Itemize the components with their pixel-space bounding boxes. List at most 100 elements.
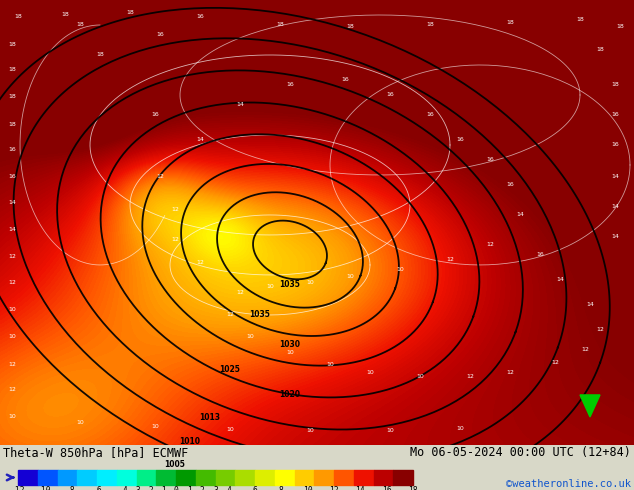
- Text: -2: -2: [145, 486, 155, 490]
- Text: 12: 12: [236, 291, 244, 295]
- Bar: [136, 470, 156, 485]
- Bar: [38, 470, 58, 485]
- Text: 16: 16: [426, 113, 434, 118]
- Text: 16: 16: [341, 77, 349, 82]
- Text: 18: 18: [276, 23, 284, 27]
- Text: 18: 18: [8, 43, 16, 48]
- Text: 16: 16: [456, 138, 464, 143]
- Text: 18: 18: [611, 82, 619, 88]
- Text: 18: 18: [8, 122, 16, 127]
- Text: 16: 16: [156, 32, 164, 38]
- Text: 1005: 1005: [165, 461, 185, 469]
- Text: 18: 18: [616, 24, 624, 29]
- Text: 10: 10: [386, 428, 394, 434]
- Text: 10: 10: [246, 335, 254, 340]
- Text: 14: 14: [8, 227, 16, 232]
- Text: 18: 18: [506, 21, 514, 25]
- Text: -4: -4: [119, 486, 128, 490]
- Bar: [295, 470, 314, 485]
- Text: -1: -1: [158, 486, 168, 490]
- Text: 0: 0: [174, 486, 178, 490]
- Bar: [235, 470, 255, 485]
- Text: 18: 18: [346, 24, 354, 29]
- Bar: [117, 470, 136, 485]
- Text: -6: -6: [92, 486, 102, 490]
- Text: 1010: 1010: [179, 438, 200, 446]
- Bar: [18, 470, 38, 485]
- Text: 10: 10: [8, 307, 16, 313]
- Text: 10: 10: [366, 370, 374, 375]
- Polygon shape: [580, 395, 600, 417]
- Text: 10: 10: [151, 424, 159, 429]
- Text: 16: 16: [611, 113, 619, 118]
- Bar: [58, 470, 77, 485]
- Text: 12: 12: [486, 243, 494, 247]
- Text: 10: 10: [396, 268, 404, 272]
- Text: 6: 6: [252, 486, 257, 490]
- Bar: [314, 470, 334, 485]
- Text: 12: 12: [196, 261, 204, 266]
- Bar: [255, 470, 275, 485]
- Text: 18: 18: [408, 486, 418, 490]
- Text: 10: 10: [8, 415, 16, 419]
- Bar: [373, 470, 393, 485]
- Text: 14: 14: [516, 213, 524, 218]
- Text: 16: 16: [382, 486, 392, 490]
- Text: 3: 3: [213, 486, 218, 490]
- Text: 14: 14: [8, 200, 16, 205]
- Text: 18: 18: [96, 52, 104, 57]
- Text: 18: 18: [76, 23, 84, 27]
- Text: 12: 12: [8, 254, 16, 259]
- Text: 14: 14: [611, 204, 619, 209]
- Text: 14: 14: [196, 138, 204, 143]
- Text: -8: -8: [66, 486, 75, 490]
- Bar: [393, 470, 413, 485]
- Text: 16: 16: [386, 93, 394, 98]
- Text: 18: 18: [126, 10, 134, 16]
- Text: 1013: 1013: [200, 414, 221, 422]
- Text: 14: 14: [236, 102, 244, 107]
- Text: 12: 12: [551, 361, 559, 366]
- Text: 16: 16: [506, 182, 514, 188]
- Text: 12: 12: [8, 363, 16, 368]
- Text: 10: 10: [456, 426, 464, 431]
- Text: 16: 16: [151, 113, 159, 118]
- Bar: [216, 470, 235, 485]
- Text: 12: 12: [596, 327, 604, 332]
- Bar: [196, 470, 216, 485]
- Bar: [156, 470, 176, 485]
- Text: 18: 18: [8, 68, 16, 73]
- Text: 12: 12: [329, 486, 339, 490]
- Text: 10: 10: [266, 285, 274, 290]
- Text: 10: 10: [416, 374, 424, 379]
- Text: Theta-W 850hPa [hPa] ECMWF: Theta-W 850hPa [hPa] ECMWF: [3, 446, 188, 459]
- Text: 10: 10: [226, 427, 234, 432]
- Text: 10: 10: [306, 280, 314, 286]
- Text: 18: 18: [596, 48, 604, 52]
- Text: 16: 16: [196, 15, 204, 20]
- Text: 10: 10: [286, 350, 294, 355]
- Text: 1035: 1035: [250, 311, 271, 319]
- Text: 18: 18: [576, 18, 584, 23]
- Bar: [97, 470, 117, 485]
- Text: 16: 16: [536, 252, 544, 257]
- Text: 18: 18: [61, 13, 69, 18]
- Bar: [176, 470, 196, 485]
- Text: 1025: 1025: [219, 366, 240, 374]
- Bar: [77, 470, 97, 485]
- Text: 1035: 1035: [280, 280, 301, 290]
- Text: 10: 10: [306, 428, 314, 434]
- Text: 12: 12: [446, 257, 454, 263]
- Text: 12: 12: [226, 313, 234, 318]
- Text: 12: 12: [171, 207, 179, 213]
- Text: -10: -10: [37, 486, 51, 490]
- Text: -3: -3: [132, 486, 141, 490]
- Text: 1: 1: [187, 486, 191, 490]
- Text: 18: 18: [14, 15, 22, 20]
- Text: 14: 14: [611, 174, 619, 179]
- Bar: [354, 470, 373, 485]
- Text: 12: 12: [156, 174, 164, 179]
- Text: 10: 10: [346, 274, 354, 279]
- Text: 10: 10: [303, 486, 313, 490]
- Text: Mo 06-05-2024 00:00 UTC (12+84): Mo 06-05-2024 00:00 UTC (12+84): [410, 446, 631, 459]
